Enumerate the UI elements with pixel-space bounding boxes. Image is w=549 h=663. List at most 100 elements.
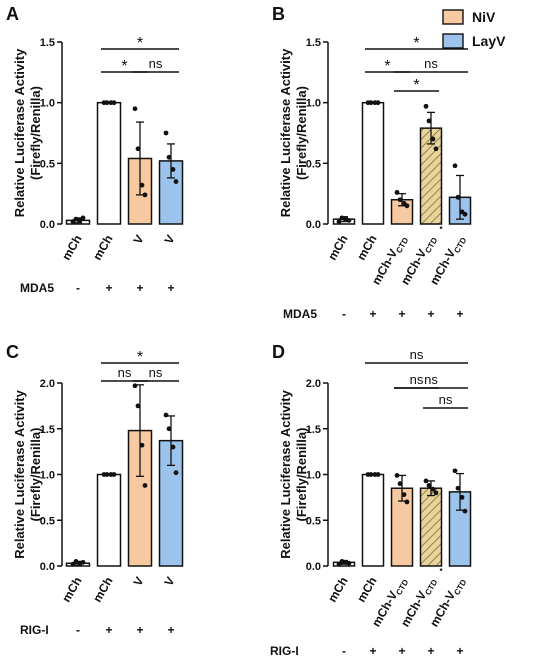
y-tick-label: 0.5 (306, 158, 321, 170)
y-tick-label: 1.0 (40, 470, 55, 482)
data-point (166, 426, 172, 432)
data-point (336, 219, 342, 224)
x-category-label: V (130, 575, 146, 589)
y-tick-label: 0.5 (306, 515, 321, 527)
y-tick-label: 0.0 (40, 561, 55, 573)
data-point (142, 483, 148, 488)
data-point (132, 383, 138, 389)
data-point (111, 100, 117, 106)
significance-label: ns (439, 392, 453, 407)
y-tick-label: 0.0 (306, 219, 321, 231)
x-category-label: V (130, 233, 146, 247)
y-tick-label: 0.0 (40, 219, 55, 231)
significance-label: * (137, 35, 143, 52)
y-axis-title: Relative Luciferase Activity (12, 389, 27, 558)
bar (96, 101, 122, 225)
significance-label: ns (424, 56, 438, 71)
data-point (139, 442, 145, 448)
data-point (397, 197, 403, 203)
legend-label: LayV (472, 33, 506, 49)
data-point (394, 473, 400, 478)
panel-letter: D (272, 342, 285, 362)
panel-letter: A (6, 4, 19, 24)
y-axis-subtitle: (Firefly/Renilla) (294, 86, 309, 180)
data-point (346, 560, 352, 566)
bar (419, 487, 443, 567)
x-category-label: mCh (325, 233, 350, 263)
data-point (455, 194, 461, 200)
bar (361, 101, 385, 225)
data-point (132, 106, 138, 112)
significance-label: * (413, 35, 419, 52)
condition-sign: - (76, 623, 80, 637)
legend-swatch (442, 33, 464, 49)
data-point (368, 472, 374, 477)
data-point (375, 100, 381, 106)
data-point (111, 472, 117, 477)
data-point (142, 192, 148, 198)
significance-label: ns (149, 365, 163, 380)
x-category-marker: * (439, 567, 443, 576)
condition-sign: + (456, 307, 463, 321)
condition-sign: + (136, 623, 143, 637)
y-tick-label: 1.5 (40, 37, 55, 49)
data-point (139, 182, 145, 188)
y-tick-label: 1.0 (306, 98, 321, 110)
panel-A: A Relative Luciferase Activity (Firefly/Re… (6, 4, 184, 295)
panel-D: D Relative Luciferase Activity (Firefly/Re… (270, 342, 472, 658)
x-category-label: V (161, 575, 177, 589)
data-point (426, 483, 432, 488)
panel-C: C Relative Luciferase Activity (Firefly/Re… (6, 342, 184, 637)
significance-label: ns (424, 372, 438, 387)
y-axis-subtitle: (Firefly/Renilla) (28, 428, 43, 522)
significance-label: * (137, 349, 143, 366)
y-tick-label: 2.0 (40, 378, 55, 390)
x-category-marker: * (439, 225, 443, 234)
data-point (397, 481, 403, 487)
condition-sign: + (167, 281, 174, 295)
x-category-label: mCh (325, 575, 350, 605)
x-category-label: V (161, 233, 177, 247)
condition-sign: - (342, 644, 346, 658)
y-tick-label: 0.5 (40, 158, 55, 170)
data-point (404, 499, 410, 505)
data-point (166, 154, 172, 160)
data-point (430, 136, 436, 142)
data-point (433, 490, 439, 496)
data-point (455, 485, 461, 491)
x-category-label: mCh (59, 233, 84, 263)
data-point (170, 167, 176, 172)
condition-sign: + (105, 623, 112, 637)
data-point (170, 444, 176, 450)
significance-label: * (384, 58, 390, 75)
condition-label: MDA5 (283, 307, 317, 321)
x-category-label: mCh (90, 233, 115, 263)
data-point (104, 472, 110, 477)
data-point (452, 468, 458, 474)
condition-label: RIG-I (20, 623, 49, 637)
data-point (73, 216, 79, 222)
x-category-label: mCh (90, 575, 115, 605)
significance-label: ns (118, 365, 132, 380)
panel-letter: B (272, 4, 285, 24)
y-tick-label: 0.0 (306, 561, 321, 573)
x-category-label: mCh (354, 575, 379, 605)
data-point (433, 146, 439, 152)
data-point (368, 100, 374, 106)
condition-sign: + (105, 281, 112, 295)
data-point (173, 470, 179, 476)
y-tick-label: 1.0 (40, 98, 55, 110)
condition-sign: + (427, 307, 434, 321)
data-point (339, 559, 345, 564)
significance-label: ns (149, 56, 163, 71)
data-point (404, 203, 410, 209)
data-point (394, 190, 400, 195)
data-point (423, 478, 429, 484)
y-tick-label: 0.5 (40, 515, 55, 527)
data-point (423, 103, 429, 109)
data-point (173, 179, 179, 184)
condition-sign: - (76, 281, 80, 295)
data-point (430, 486, 436, 492)
condition-sign: + (167, 623, 174, 637)
